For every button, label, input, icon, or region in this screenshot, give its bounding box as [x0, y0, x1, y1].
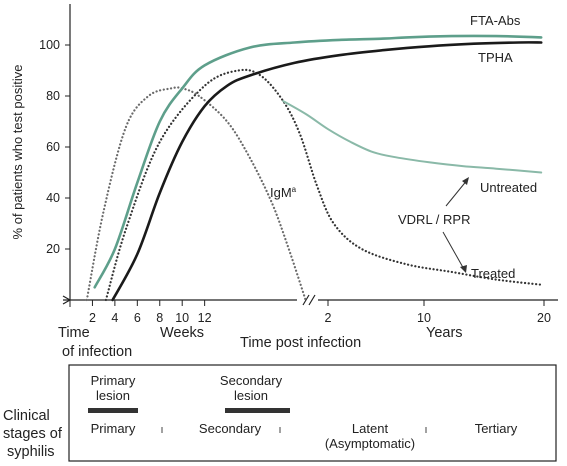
stage-primary: Primary [91, 421, 136, 436]
series-vdrl-rpr [104, 68, 543, 302]
y-tick-label: 60 [46, 140, 60, 154]
x-week-tick-label: 6 [134, 311, 141, 325]
stage-latent-line1: Latent [352, 421, 389, 436]
label-treated: Treated [471, 266, 515, 281]
arrowhead-treated [460, 265, 467, 273]
label-untreated: Untreated [480, 180, 537, 195]
axis-break-right [308, 294, 316, 306]
y-tick-label: 80 [46, 89, 60, 103]
x-week-tick-label: 10 [175, 311, 189, 325]
series-igm [85, 86, 307, 302]
arrow-to-untreated [445, 178, 469, 207]
series-lines [85, 34, 543, 302]
x-year-tick-label: 10 [417, 311, 431, 325]
secondary-lesion-line2: lesion [234, 388, 268, 403]
y-tick-label: 20 [46, 242, 60, 256]
y-ticks: 20 40 60 80 100 [39, 38, 70, 256]
label-vdrl-rpr: VDRL / RPR [398, 212, 470, 227]
x-week-tick-label: 12 [198, 311, 212, 325]
secondary-lesion-line1: Secondary [220, 373, 283, 388]
x-years-label: Years [426, 325, 463, 341]
primary-lesion-bar [88, 408, 138, 413]
axis-break-left [302, 294, 310, 306]
primary-lesion-line2: lesion [96, 388, 130, 403]
label-fta-abs: FTA-Abs [470, 13, 521, 28]
x-year-tick-label: 20 [537, 311, 551, 325]
label-igm: IgMa [270, 185, 297, 200]
stages-label-line3: syphilis [7, 444, 55, 460]
series-fta-abs [93, 34, 543, 289]
y-tick-label: 100 [39, 38, 60, 52]
primary-lesion-line1: Primary [91, 373, 136, 388]
x-year-tick-label: 2 [325, 311, 332, 325]
x-year-ticks: 2 10 20 [325, 300, 551, 325]
x-weeks-label: Weeks [160, 325, 204, 341]
x-week-tick-label: 4 [111, 311, 118, 325]
arrowhead-untreated [462, 177, 469, 185]
series-tpha [111, 41, 543, 302]
stages-label-line1: Clinical [3, 408, 50, 424]
clinical-stages-box [68, 364, 557, 462]
stage-latent-line2: (Asymptomatic) [325, 436, 415, 451]
stages-label-line2: stages of [3, 426, 63, 442]
x-week-tick-label: 2 [89, 311, 96, 325]
arrow-to-treated [442, 231, 466, 272]
y-axis-label: % of patients who test positive [10, 65, 25, 240]
x-week-tick-label: 8 [156, 311, 163, 325]
label-tpha: TPHA [478, 50, 513, 65]
time-of-infection-line1: Time [58, 325, 90, 341]
x-week-ticks: 2 4 6 8 10 12 [89, 300, 212, 325]
stage-secondary: Secondary [199, 421, 262, 436]
y-tick-label: 40 [46, 191, 60, 205]
stage-tertiary: Tertiary [475, 421, 518, 436]
series-untreated [282, 100, 543, 174]
time-of-infection-line2: of infection [62, 344, 132, 360]
x-axis-label: Time post infection [240, 335, 361, 351]
secondary-lesion-bar [225, 408, 290, 413]
